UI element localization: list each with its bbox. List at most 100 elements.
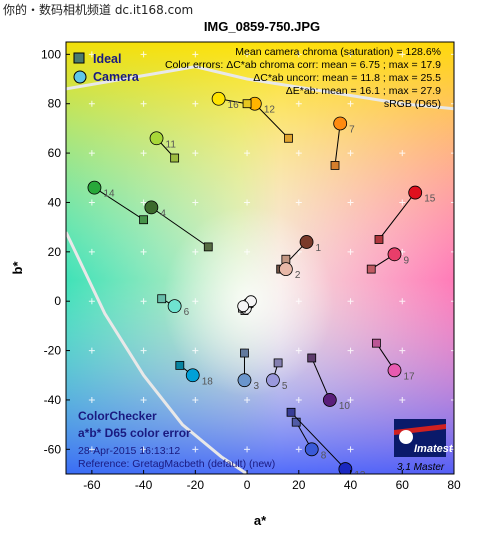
grid-cross <box>295 199 302 206</box>
grid-cross <box>399 347 406 354</box>
camera-point-13 <box>338 462 353 474</box>
camera-point-3 <box>237 373 252 388</box>
grid-cross <box>192 51 199 58</box>
x-tick-label: 40 <box>344 478 358 492</box>
ideal-point-10 <box>307 353 317 363</box>
grid-cross <box>244 396 251 403</box>
y-tick-label: 0 <box>54 294 61 308</box>
grid-cross <box>347 100 354 107</box>
ideal-point-8 <box>291 417 301 427</box>
camera-point-16 <box>211 91 226 106</box>
y-axis-label: b* <box>10 261 25 275</box>
x-tick-label: -20 <box>187 478 205 492</box>
grid-cross <box>295 347 302 354</box>
grid-cross <box>451 51 454 58</box>
grid-cross <box>295 446 302 453</box>
watermark-text: 你的・数码相机频道 dc.it168.com <box>3 3 194 17</box>
patch-label-13: 13 <box>354 470 366 481</box>
grid-cross <box>451 100 454 107</box>
grid-cross <box>399 51 406 58</box>
grid-cross <box>88 51 95 58</box>
ideal-point-12 <box>284 133 293 143</box>
x-tick-label: 20 <box>292 478 306 492</box>
annotation-chroma: Mean camera chroma (saturation) = 128.6% <box>235 46 441 58</box>
info-block: ColorChecker a*b* D65 color error 28-Apr… <box>78 409 275 470</box>
error-line-14 <box>94 187 144 221</box>
patch-label-3: 3 <box>253 381 259 392</box>
y-tick-label: -40 <box>44 393 62 407</box>
grid-cross <box>451 199 454 206</box>
ideal-point-18 <box>175 360 185 370</box>
stats-annotations: Mean camera chroma (saturation) = 128.6%… <box>165 46 441 110</box>
grid-cross <box>192 446 199 453</box>
grid-cross <box>140 298 147 305</box>
x-tick-label: 0 <box>244 478 251 492</box>
grid-cross <box>140 347 147 354</box>
grid-cross <box>244 199 251 206</box>
error-line-12 <box>254 103 289 139</box>
logo-brand: Imatest <box>414 443 454 455</box>
grid-cross <box>295 150 302 157</box>
grid-cross <box>244 51 251 58</box>
error-line-10 <box>311 357 331 401</box>
ideal-point-5 <box>273 358 283 368</box>
grid-cross <box>347 199 354 206</box>
patch-label-5: 5 <box>282 381 288 392</box>
grid-cross <box>244 446 251 453</box>
grid-cross <box>347 51 354 58</box>
camera-point-15 <box>408 185 423 200</box>
camera-point-18 <box>185 368 200 383</box>
y-tick-label: -20 <box>44 344 62 358</box>
x-axis-label: a* <box>254 513 267 528</box>
x-tick-label: -40 <box>135 478 153 492</box>
camera-point-1 <box>299 235 314 249</box>
grid-cross <box>399 199 406 206</box>
grid-cross <box>295 396 302 403</box>
grid-cross <box>88 150 95 157</box>
annotation-colorspace: sRGB (D65) <box>384 98 441 110</box>
info-timestamp: 28-Apr-2015 16:13:12 <box>78 445 180 457</box>
patch-label-2: 2 <box>295 270 301 281</box>
y-tick-label: 40 <box>48 195 62 209</box>
grid-cross <box>192 396 199 403</box>
grid-cross <box>88 248 95 255</box>
plot-frame <box>65 41 455 475</box>
grid-cross <box>88 199 95 206</box>
grid-cross <box>347 150 354 157</box>
grid-cross <box>140 199 147 206</box>
y-tick-label: 100 <box>41 47 61 61</box>
camera-point-4 <box>144 200 159 215</box>
camera-point-14 <box>87 180 102 195</box>
ideal-point-17 <box>371 338 381 348</box>
grid-cross <box>140 150 147 157</box>
imatest-logo: Imatest 3.1 Master <box>394 419 454 473</box>
grid-cross <box>88 446 95 453</box>
gamut-boundary-top <box>66 65 454 111</box>
ideal-point-2 <box>281 254 291 264</box>
grid-cross <box>192 199 199 206</box>
chart-title: IMG_0859-750.JPG <box>204 19 320 34</box>
y-tick-label: 60 <box>48 146 62 160</box>
annotation-dc-corr: Color errors: ΔC*ab chroma corr: mean = … <box>165 59 441 71</box>
patch-label-7: 7 <box>349 124 355 135</box>
patch-label-1: 1 <box>316 243 322 254</box>
patch-label-9: 9 <box>404 255 410 266</box>
grid-cross <box>451 446 454 453</box>
ideal-point-15 <box>374 235 384 244</box>
patch-label-17: 17 <box>404 371 416 382</box>
error-line-13 <box>290 411 346 470</box>
grid-cross <box>451 248 454 255</box>
ideal-point-3 <box>240 348 249 358</box>
camera-point-17 <box>387 363 402 378</box>
patch-label-16: 16 <box>228 100 240 111</box>
camera-point-9 <box>387 247 402 262</box>
grid-cross <box>399 396 406 403</box>
camera-point-11 <box>149 131 164 146</box>
grid-cross <box>192 100 199 107</box>
grid-cross <box>347 347 354 354</box>
grid-cross <box>88 298 95 305</box>
ideal-point-16 <box>242 99 252 109</box>
y-tick-label: 20 <box>48 245 62 259</box>
grid-cross <box>140 446 147 453</box>
